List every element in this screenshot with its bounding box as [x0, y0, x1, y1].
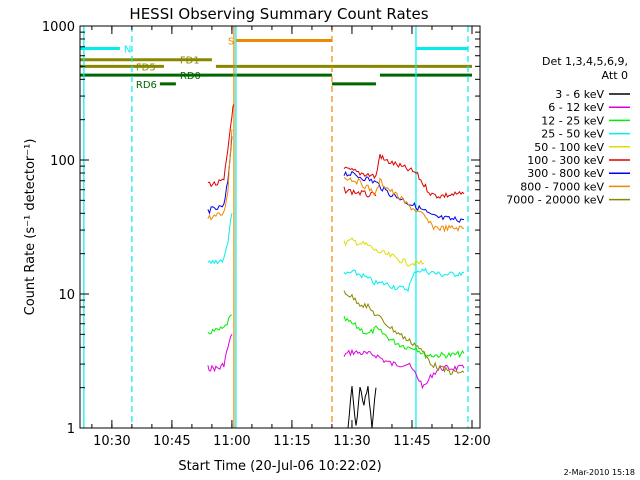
plot-frame — [79, 25, 481, 429]
x-tick-label: 10:30 — [93, 434, 130, 449]
flag-label: FD5 — [136, 62, 156, 73]
legend-entry-label: 300 - 800 keV — [527, 167, 604, 180]
axes: 10:30 10:45 11:00 11:15 11:30 11:45 12:00 1 10 10… — [42, 20, 491, 449]
legend-title: Att 0 — [602, 69, 628, 82]
flag-bars: N S FD1 FD5 RD0 RD6 — [80, 36, 472, 91]
series-line — [343, 315, 465, 360]
flag-label: RD0 — [180, 71, 201, 82]
legend-entry-label: 3 - 6 keV — [555, 88, 604, 101]
series-line — [343, 237, 425, 267]
series-line — [343, 154, 465, 199]
footer-timestamp: 2-Mar-2010 15:18 — [564, 468, 635, 477]
y-tick-label: 10 — [58, 288, 75, 303]
x-axis-label: Start Time (20-Jul-06 10:22:02) — [178, 459, 381, 474]
flag-label: N — [124, 44, 131, 55]
legend-title: Det 1,3,4,5,6,9, — [542, 55, 628, 68]
y-tick-label: 1 — [67, 422, 75, 437]
series-line — [343, 290, 465, 376]
legend-entry-label: 800 - 7000 keV — [520, 180, 604, 193]
series-line — [207, 213, 233, 265]
legend-entry-label: 6 - 12 keV — [548, 101, 604, 114]
x-tick-label: 10:45 — [153, 434, 190, 449]
series-line — [207, 334, 233, 373]
x-tick-label: 11:30 — [333, 434, 370, 449]
flag-label: FD1 — [180, 56, 200, 67]
series-line — [207, 129, 233, 221]
series-line — [207, 104, 235, 188]
y-tick-label: 100 — [50, 154, 75, 169]
data-series — [207, 104, 465, 429]
series-line — [343, 176, 464, 233]
flag-label: S — [228, 36, 234, 47]
y-axis-label: Count Rate (s⁻¹ detector⁻¹) — [23, 139, 38, 316]
x-tick-label: 11:45 — [393, 434, 430, 449]
x-tick-label: 11:15 — [273, 434, 310, 449]
series-line — [343, 186, 377, 198]
series-line — [347, 386, 377, 429]
legend-entry-label: 50 - 100 keV — [534, 141, 604, 154]
series-line — [343, 348, 465, 390]
series-line — [343, 267, 465, 293]
vertical-markers — [83, 26, 469, 428]
y-tick-label: 1000 — [42, 20, 75, 35]
series-line — [343, 170, 464, 223]
x-tick-label: 12:00 — [453, 434, 490, 449]
legend-entry-label: 25 - 50 keV — [541, 128, 604, 141]
flag-label: RD6 — [136, 80, 157, 91]
series-line — [207, 314, 233, 335]
legend-entry-label: 100 - 300 keV — [527, 154, 604, 167]
legend-entry-label: 7000 - 20000 keV — [506, 194, 604, 207]
x-tick-label: 11:00 — [213, 434, 250, 449]
chart-title: HESSI Observing Summary Count Rates — [129, 5, 428, 23]
legend-entry-label: 12 - 25 keV — [541, 114, 604, 127]
